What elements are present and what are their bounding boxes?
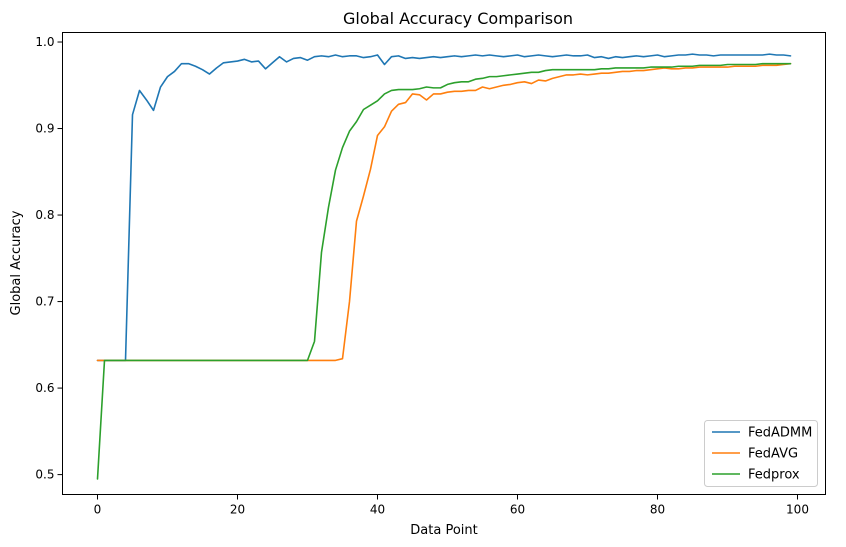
series-layer (96, 53, 792, 480)
x-tick-label: 0 (94, 503, 102, 517)
x-tick-label: 100 (786, 503, 809, 517)
series-line-fedavg (96, 62, 792, 362)
x-tick-label: 60 (510, 503, 525, 517)
legend-label-fedavg: FedAVG (748, 447, 798, 462)
x-axis-ticks: 0 20 40 60 80 100 (94, 494, 809, 517)
y-tick-label: 0.7 (35, 295, 54, 309)
y-tick-label: 0.9 (35, 122, 54, 136)
x-tick-label: 20 (230, 503, 245, 517)
y-axis-label: Global Accuracy (9, 210, 24, 315)
y-axis-ticks: 0.5 0.6 0.7 0.8 0.9 1.0 (35, 35, 63, 482)
y-tick-label: 1.0 (35, 35, 54, 49)
series-line-fedprox (96, 62, 792, 480)
legend: FedADMM FedAVG Fedprox (704, 420, 818, 487)
x-tick-label: 40 (370, 503, 385, 517)
x-axis-label: Data Point (410, 523, 477, 538)
y-tick-label: 0.5 (35, 468, 54, 482)
x-tick-label: 80 (650, 503, 665, 517)
plot-frame (62, 32, 826, 495)
y-tick-label: 0.6 (35, 381, 54, 395)
legend-label-fedadmm: FedADMM (748, 426, 812, 441)
legend-label-fedprox: Fedprox (748, 468, 800, 483)
y-tick-label: 0.8 (35, 208, 54, 222)
chart-title: Global Accuracy Comparison (343, 9, 573, 28)
legend-box (704, 420, 818, 487)
series-line-fedadmm (96, 53, 792, 362)
